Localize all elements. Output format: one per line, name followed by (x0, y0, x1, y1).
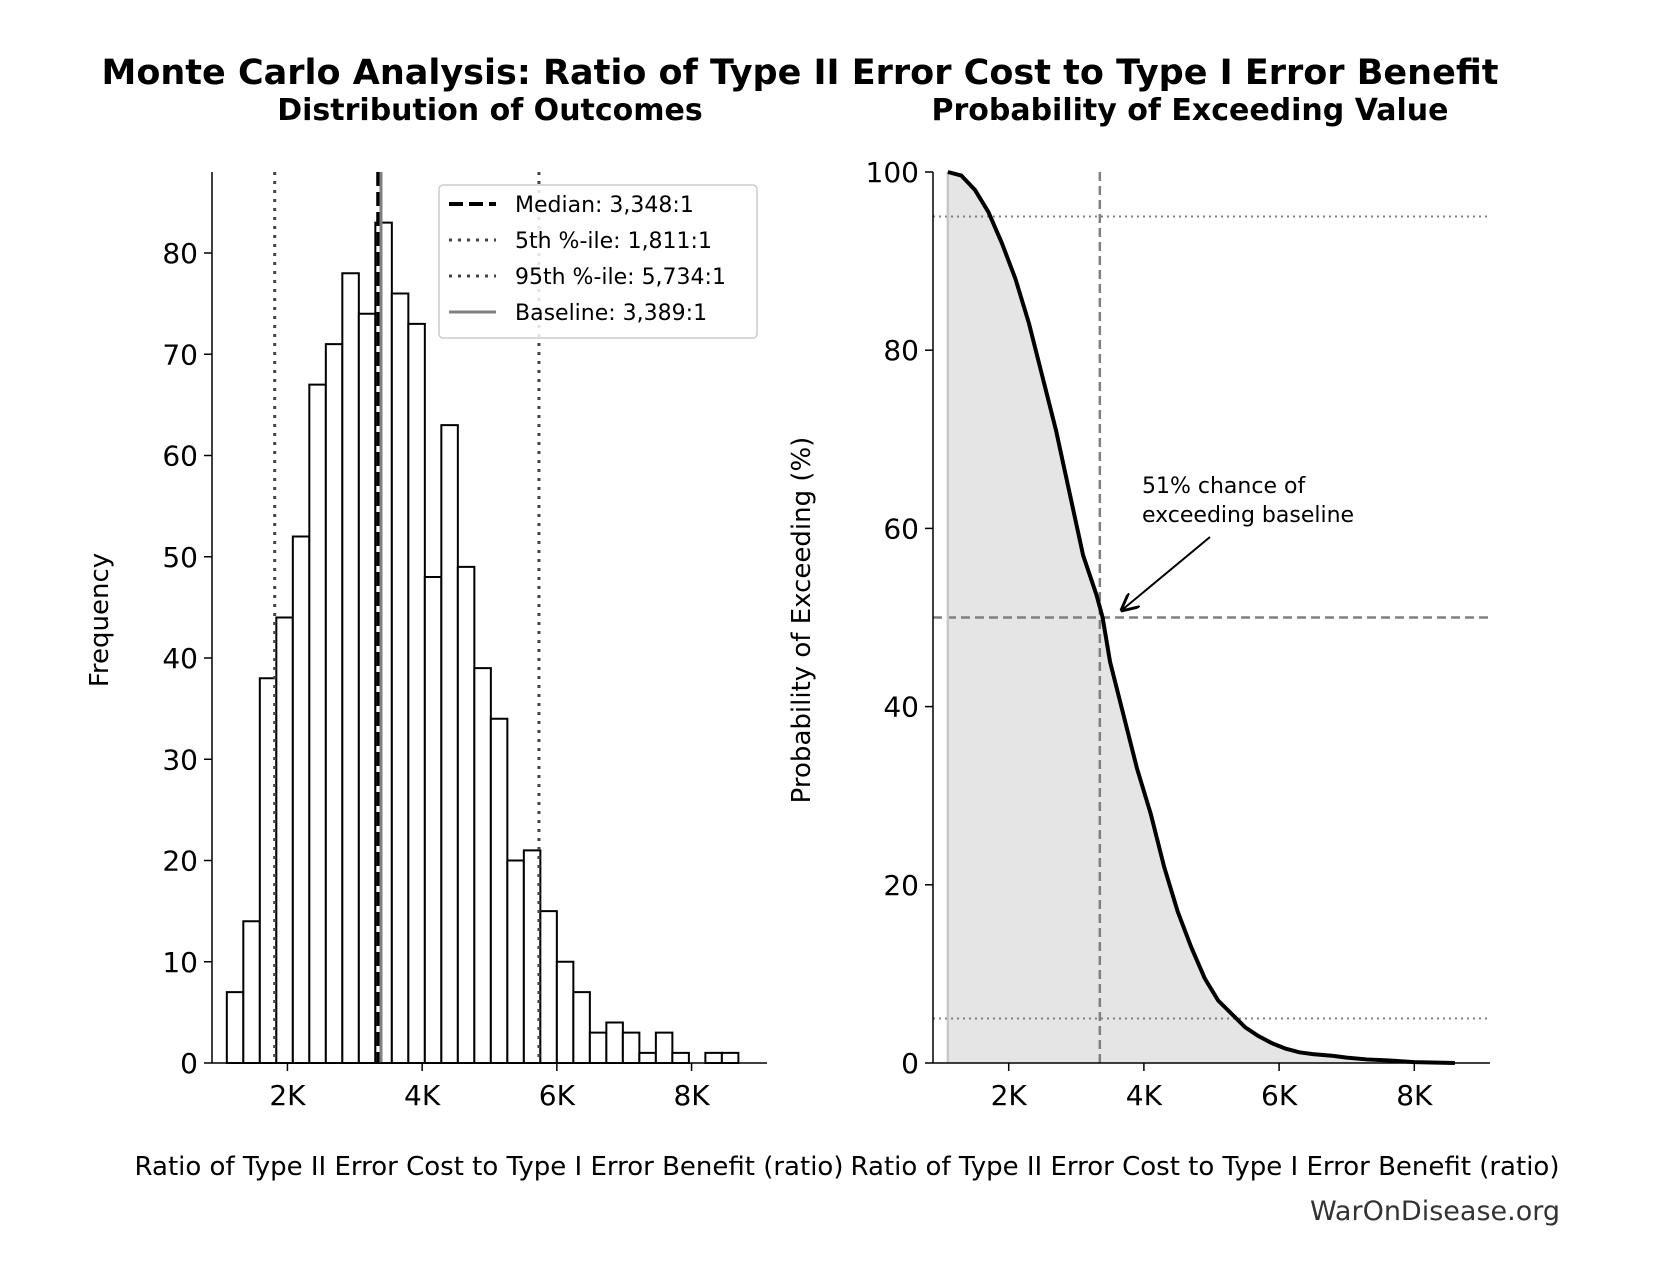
histogram-bar (341, 272, 360, 1064)
histogram-bar (423, 576, 443, 1064)
histogram-ytick-label: 40 (162, 642, 198, 675)
histogram-bar (638, 1051, 657, 1064)
exceedance-ylabel: Probability of Exceeding (%) (787, 437, 817, 804)
exceedance-xlabel: Ratio of Type II Error Cost to Type I Er… (851, 1152, 1560, 1182)
exceedance-ytick-label: 80 (883, 334, 919, 367)
exceedance-ytick-label: 0 (901, 1047, 919, 1080)
exceedance-xtick-label: 6K (1261, 1079, 1298, 1112)
histogram-bar (407, 322, 426, 1064)
histogram-ytick-label: 20 (162, 845, 198, 878)
annotation-line-1: 51% chance of (1142, 474, 1306, 499)
histogram-bar (704, 1051, 723, 1064)
credit-text: WarOnDisease.org (1310, 1196, 1560, 1227)
annotation-line-2: exceeding baseline (1142, 503, 1354, 528)
histogram-bar (357, 312, 377, 1064)
histogram-bar (720, 1051, 740, 1064)
exceedance-ytick-label: 60 (883, 512, 919, 545)
histogram-bar (671, 1051, 690, 1064)
histogram-xlabel: Ratio of Type II Error Cost to Type I Er… (135, 1152, 844, 1182)
histogram-bar (572, 991, 591, 1064)
legend-label-baseline: Baseline: 3,389:1 (515, 301, 707, 326)
histogram-bar (473, 667, 492, 1064)
histogram-bar (506, 859, 525, 1064)
histogram-bar (605, 1021, 624, 1064)
figure-title: Monte Carlo Analysis: Ratio of Type II E… (102, 53, 1499, 93)
histogram-panel: Distribution of Outcomes Frequency Ratio… (85, 93, 843, 1182)
histogram-bar (456, 565, 476, 1064)
legend-label-median: Median: 3,348:1 (515, 193, 694, 218)
exceedance-area (947, 172, 1455, 1063)
histogram-xtick-label: 6K (539, 1079, 576, 1112)
histogram-bar (588, 1031, 608, 1064)
histogram-bar (258, 677, 278, 1064)
histogram-bar (489, 717, 509, 1064)
histogram-ytick-label: 0 (180, 1047, 198, 1080)
histogram-xtick-label: 4K (404, 1079, 441, 1112)
histogram-ytick-label: 50 (162, 541, 198, 574)
exceedance-xtick-label: 8K (1396, 1079, 1433, 1112)
legend-label-95th: 95th %-ile: 5,734:1 (515, 265, 726, 290)
histogram-bar (308, 383, 327, 1064)
histogram-bar (275, 616, 294, 1064)
histogram-xtick-label: 2K (269, 1079, 306, 1112)
exceedance-panel: Probability of Exceeding Value Probabili… (787, 93, 1559, 1182)
histogram-bar (324, 343, 344, 1064)
histogram-ytick-label: 30 (162, 743, 198, 776)
legend-frame (438, 184, 758, 339)
exceedance-title: Probability of Exceeding Value (931, 93, 1448, 128)
histogram-bar (555, 960, 575, 1064)
exceedance-xtick-label: 4K (1126, 1079, 1163, 1112)
histogram-bar (390, 292, 410, 1064)
histogram-ytick-label: 80 (162, 237, 198, 270)
exceedance-plot-area: 0 20 40 60 80 100 2K 4K 6K 8K (866, 156, 1490, 1112)
histogram-ytick-label: 60 (162, 440, 198, 473)
histogram-bar (539, 910, 558, 1064)
histogram-bar (225, 991, 245, 1064)
histogram-bar (291, 535, 311, 1064)
exceedance-xtick-label: 2K (991, 1079, 1028, 1112)
histogram-ylabel: Frequency (85, 553, 115, 687)
histogram-bar (242, 920, 261, 1064)
histogram-bar (654, 1031, 674, 1064)
exceedance-ytick-label: 100 (866, 156, 919, 189)
annotation-arrow (1122, 536, 1211, 610)
histogram-bar (440, 424, 459, 1064)
histogram-bar (621, 1031, 641, 1064)
exceedance-ytick-label: 20 (883, 869, 919, 902)
histogram-legend: Median: 3,348:1 5th %-ile: 1,811:1 95th … (438, 184, 758, 339)
histogram-ytick-label: 70 (162, 338, 198, 371)
histogram-title: Distribution of Outcomes (277, 93, 703, 128)
exceedance-curve (947, 170, 1455, 1065)
legend-label-5th: 5th %-ile: 1,811:1 (515, 229, 712, 254)
exceedance-ytick-label: 40 (883, 691, 919, 724)
histogram-xtick-label: 8K (673, 1079, 710, 1112)
histogram-plot-area: 0 10 20 30 40 50 60 70 80 2K 4K 6K 8K (162, 172, 767, 1112)
histogram-ytick-label: 10 (162, 946, 198, 979)
